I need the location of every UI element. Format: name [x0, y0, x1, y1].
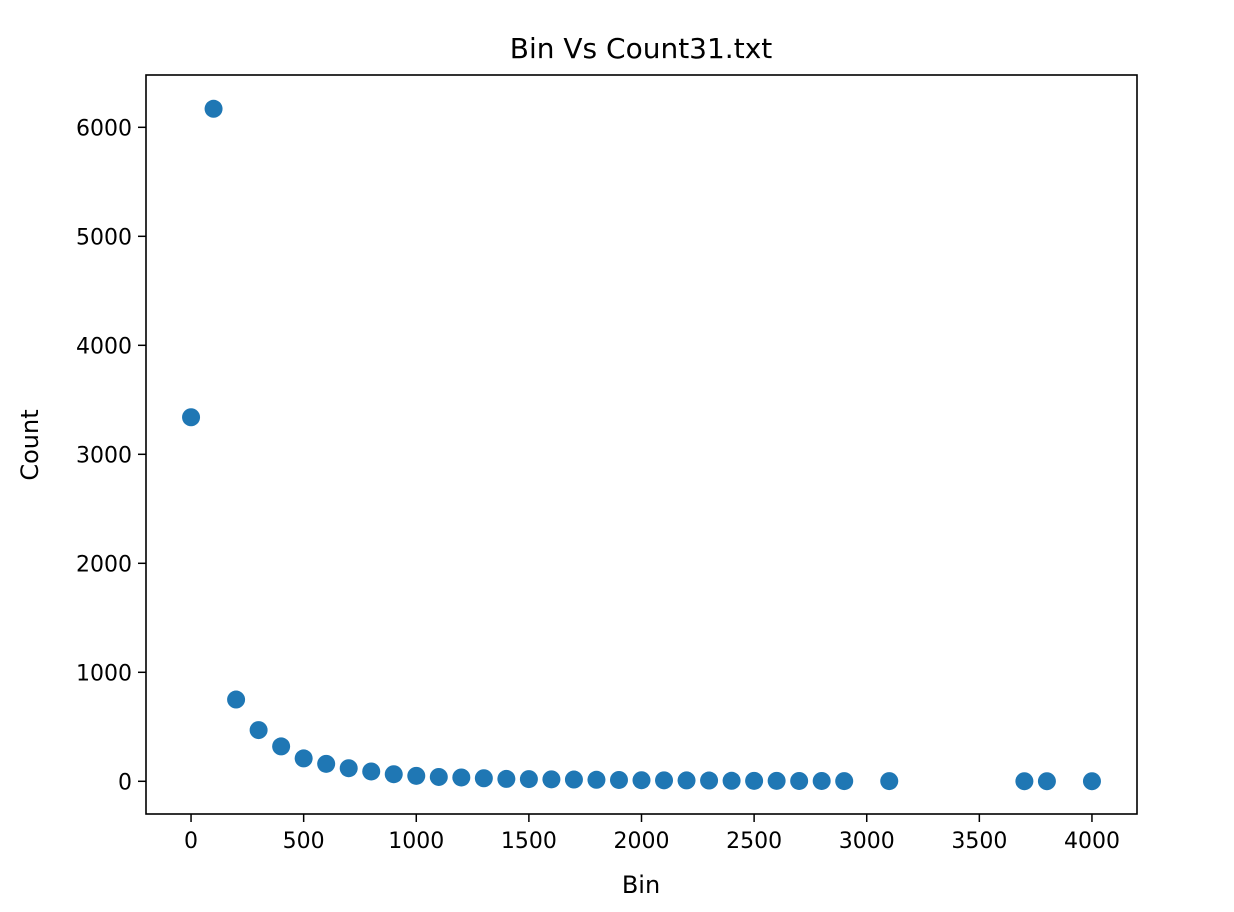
- data-point: [339, 759, 358, 778]
- data-point: [249, 721, 268, 740]
- data-point: [632, 771, 651, 790]
- data-point: [204, 99, 223, 118]
- y-axis: 0 1000 2000 3000 4000 5000 6000: [76, 116, 146, 795]
- data-point: [587, 770, 606, 789]
- data-point: [745, 771, 764, 790]
- data-point: [542, 770, 561, 789]
- data-point: [609, 770, 628, 789]
- x-tick-label: 1500: [501, 829, 557, 854]
- data-point: [294, 749, 313, 768]
- data-point: [700, 771, 719, 790]
- data-point: [317, 754, 336, 773]
- data-point: [452, 768, 471, 787]
- data-point: [767, 771, 786, 790]
- x-tick-label: 1000: [388, 829, 444, 854]
- y-tick-label: 4000: [76, 334, 132, 359]
- data-point: [272, 737, 291, 756]
- data-point: [564, 770, 583, 789]
- y-tick-label: 1000: [76, 661, 132, 686]
- data-point: [407, 766, 426, 785]
- x-tick-label: 2500: [726, 829, 782, 854]
- x-tick-label: 3000: [839, 829, 895, 854]
- x-tick-label: 500: [283, 829, 325, 854]
- data-points: [182, 99, 1101, 791]
- y-tick-label: 5000: [76, 225, 132, 250]
- x-tick-label: 3500: [951, 829, 1007, 854]
- x-tick-label: 2000: [614, 829, 670, 854]
- data-point: [384, 765, 403, 784]
- data-point: [790, 771, 809, 790]
- data-point: [1037, 772, 1056, 791]
- data-point: [227, 690, 246, 709]
- data-point: [1082, 772, 1101, 791]
- x-tick-label: 4000: [1064, 829, 1120, 854]
- y-axis-label: Count: [16, 409, 44, 480]
- data-point: [880, 772, 899, 791]
- data-point: [722, 771, 741, 790]
- data-point: [1015, 772, 1034, 791]
- data-point: [362, 762, 381, 781]
- y-tick-label: 2000: [76, 552, 132, 577]
- data-point: [835, 772, 854, 791]
- y-tick-label: 6000: [76, 116, 132, 141]
- x-axis-label: Bin: [622, 871, 660, 899]
- data-point: [677, 771, 696, 790]
- data-point: [182, 408, 201, 427]
- chart-title: Bin Vs Count31.txt: [510, 32, 773, 65]
- x-tick-label: 0: [184, 829, 198, 854]
- y-tick-label: 3000: [76, 443, 132, 468]
- data-point: [812, 771, 831, 790]
- data-point: [474, 769, 493, 788]
- data-point: [655, 771, 674, 790]
- data-point: [429, 767, 448, 786]
- x-axis: 0 500 1000 1500 2000 2500 3000 3500 4000: [184, 814, 1120, 854]
- y-tick-label: 0: [118, 770, 132, 795]
- data-point: [519, 770, 538, 789]
- data-point: [497, 769, 516, 788]
- plot-frame: [145, 74, 1138, 815]
